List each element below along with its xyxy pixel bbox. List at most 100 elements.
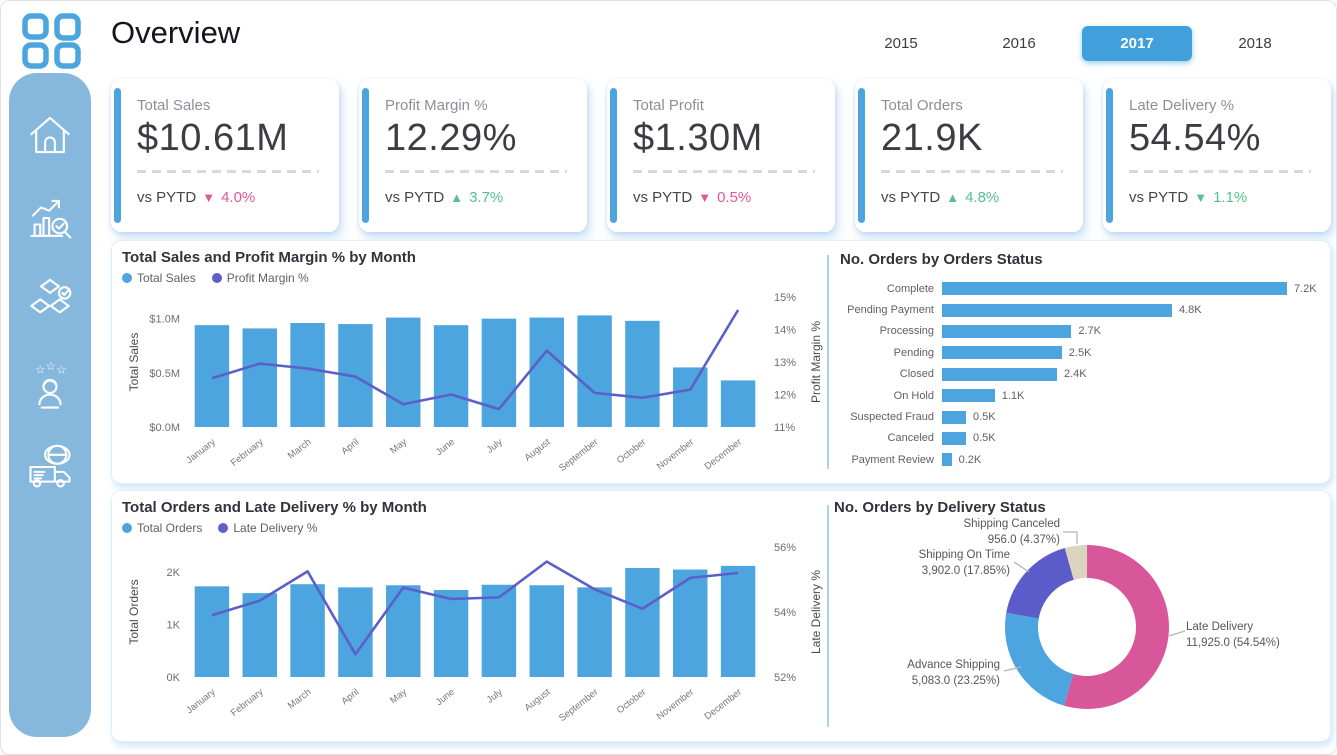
orders-status-row: Suspected Fraud 0.5K: [840, 406, 1326, 427]
sidebar-item-customers[interactable]: ☆ ☆ ☆: [22, 356, 78, 412]
home-icon: [30, 116, 70, 154]
right-axis-tick: 13%: [774, 357, 796, 369]
left-axis-tick: $0.5M: [149, 368, 180, 380]
kpi-title: Profit Margin %: [385, 97, 488, 114]
bar-Closed[interactable]: [942, 367, 1057, 381]
bar-June[interactable]: [433, 325, 469, 427]
kpi-divider: [385, 170, 567, 173]
bar-October[interactable]: [625, 567, 660, 677]
bar-March[interactable]: [290, 584, 325, 677]
panel-orders-and-delivery-status: Total Orders and Late Delivery % by Mont…: [111, 490, 1331, 742]
sidebar-item-products[interactable]: [22, 273, 78, 329]
bar-Pending Payment[interactable]: [942, 303, 1172, 317]
line-Late Delivery %[interactable]: [211, 560, 739, 656]
bar-February[interactable]: [242, 593, 277, 677]
bar-category-label: Pending Payment: [847, 304, 934, 317]
kpi-card-total-sales[interactable]: Total Sales $10.61M vs PYTD ▼ 4.0%: [111, 79, 339, 232]
bar-Suspected Fraud[interactable]: [942, 410, 966, 424]
line-Profit Margin %[interactable]: [211, 309, 740, 411]
sidebar-nav: ☆ ☆ ☆: [9, 73, 91, 737]
bar-July[interactable]: [481, 318, 517, 427]
kpi-card-total-orders[interactable]: Total Orders 21.9K vs PYTD ▲ 4.8%: [855, 79, 1083, 232]
sales-margin-combo-chart: $1.0M $0.5M $0.0M Total Sales 15% 14% 13% 12% 11…: [122, 285, 824, 486]
bar-category-label: Complete: [886, 282, 934, 295]
kpi-card-profit-margin[interactable]: Profit Margin % 12.29% vs PYTD ▲ 3.7%: [359, 79, 587, 232]
app-logo-icon: [21, 12, 83, 70]
bar-December[interactable]: [720, 380, 756, 427]
bar-August[interactable]: [529, 317, 564, 427]
sidebar-item-sales-analysis[interactable]: [22, 190, 78, 246]
kpi-accent-bar: [114, 88, 121, 223]
bar-May[interactable]: [386, 585, 421, 677]
kpi-value: 12.29%: [385, 117, 517, 159]
left-axis-tick: $0.0M: [149, 422, 180, 434]
bar-May[interactable]: [386, 317, 421, 427]
sidebar-item-delivery[interactable]: [22, 439, 78, 495]
bar-value-label: 1.1K: [1001, 389, 1025, 402]
kpi-value: 54.54%: [1129, 117, 1261, 159]
bar-August[interactable]: [529, 585, 564, 677]
right-axis-title: Late Delivery %: [809, 570, 823, 654]
bar-October[interactable]: [625, 320, 660, 427]
year-tab-2017[interactable]: 2017: [1082, 26, 1192, 61]
panel-divider: [827, 255, 829, 469]
x-axis-label: April: [340, 437, 362, 457]
donut-slice-shipping-canceled[interactable]: [1064, 545, 1088, 580]
kpi-delta: 4.0%: [221, 189, 256, 206]
bar-November[interactable]: [673, 367, 708, 427]
svg-text:☆: ☆: [35, 364, 45, 376]
bar-On Hold[interactable]: [942, 389, 995, 403]
bar-June[interactable]: [433, 589, 469, 677]
bar-September[interactable]: [577, 315, 612, 427]
bar-November[interactable]: [673, 569, 708, 677]
kpi-compare-label: vs PYTD: [385, 189, 445, 206]
bar-value-label: 0.5K: [972, 432, 996, 445]
left-axis-tick: 2K: [167, 567, 181, 579]
chart-title-delivery-status: No. Orders by Delivery Status: [834, 499, 1046, 516]
kpi-card-late-delivery[interactable]: Late Delivery % 54.54% vs PYTD ▼ 1.1%: [1103, 79, 1331, 232]
right-axis-tick: 14%: [774, 325, 796, 337]
x-axis-label: July: [485, 687, 505, 706]
x-axis-label: November: [655, 687, 696, 723]
kpi-compare-label: vs PYTD: [633, 189, 693, 206]
sidebar-item-home[interactable]: [22, 107, 78, 163]
legend-dot-profit-margin: [211, 273, 222, 283]
donut-slice-shipping-on-time[interactable]: [1006, 548, 1074, 619]
trend-down-icon: ▼: [202, 190, 216, 205]
year-tab-2015[interactable]: 2015: [884, 35, 918, 52]
year-tab-2016[interactable]: 2016: [1002, 35, 1036, 52]
delivery-truck-icon: [29, 444, 71, 488]
svg-text:☆: ☆: [46, 361, 56, 373]
bar-February[interactable]: [242, 328, 277, 427]
bar-September[interactable]: [577, 587, 612, 677]
x-axis-label: February: [229, 687, 266, 719]
kpi-delta: 1.1%: [1213, 189, 1248, 206]
donut-slice-late-delivery[interactable]: [1063, 545, 1169, 709]
bar-Processing[interactable]: [942, 324, 1072, 338]
kpi-delta: 0.5%: [717, 189, 752, 206]
donut-slice-advance-shipping[interactable]: [1005, 612, 1074, 706]
year-tab-2018[interactable]: 2018: [1238, 35, 1272, 52]
orders-status-bar-chart: Complete 7.2K Pending Payment 4.8K Processin…: [840, 278, 1326, 471]
x-axis-label: January: [184, 687, 218, 717]
x-axis-label: October: [615, 687, 648, 716]
kpi-value: $1.30M: [633, 117, 763, 159]
x-axis-label: April: [340, 687, 362, 707]
chart-title-orders-late: Total Orders and Late Delivery % by Mont…: [122, 499, 427, 516]
bar-March[interactable]: [290, 323, 325, 427]
bar-December[interactable]: [720, 565, 756, 677]
bar-Canceled[interactable]: [942, 431, 966, 445]
bar-Payment Review[interactable]: [942, 453, 952, 467]
bar-January[interactable]: [194, 325, 230, 427]
right-axis-tick: 11%: [774, 422, 795, 434]
delivery-status-donut-chart: No. Orders by Delivery Status Late Deliv…: [834, 497, 1329, 739]
kpi-card-total-profit[interactable]: Total Profit $1.30M vs PYTD ▼ 0.5%: [607, 79, 835, 232]
bar-Complete[interactable]: [942, 282, 1287, 296]
kpi-accent-bar: [610, 88, 617, 223]
kpi-value: $10.61M: [137, 117, 289, 159]
bar-Pending[interactable]: [942, 346, 1062, 360]
kpi-compare-label: vs PYTD: [881, 189, 941, 206]
bar-July[interactable]: [481, 584, 517, 677]
bar-January[interactable]: [194, 586, 230, 677]
